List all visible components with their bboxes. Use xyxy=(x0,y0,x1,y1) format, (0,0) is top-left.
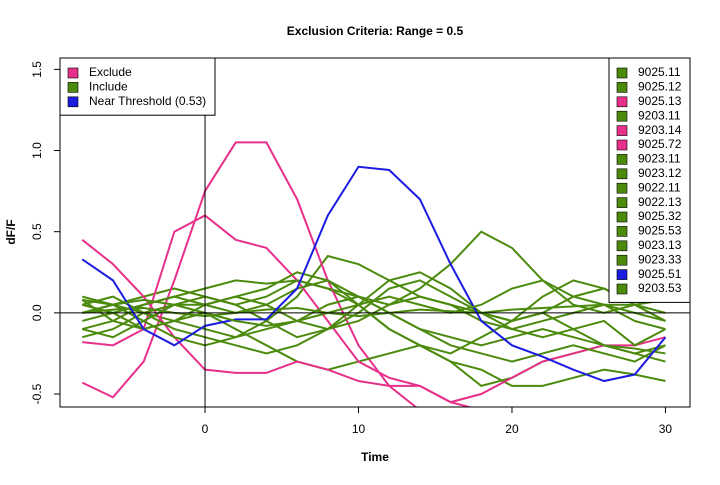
legend-swatch xyxy=(616,82,628,93)
legend-label: 9025.13 xyxy=(638,94,682,108)
legend-label: 9203.14 xyxy=(638,123,682,137)
legend-label: 9022.11 xyxy=(638,180,681,194)
y-tick-label: 1.5 xyxy=(30,61,44,78)
y-tick-label: 0.0 xyxy=(30,304,44,321)
legend-swatch xyxy=(616,125,628,136)
series-line xyxy=(81,279,666,363)
legend-swatch xyxy=(616,211,628,223)
x-axis-label: Time xyxy=(361,450,389,464)
legend-swatch xyxy=(67,67,79,79)
legend-swatch xyxy=(67,96,79,108)
legend-swatch xyxy=(616,67,628,79)
y-tick-label: 0.5 xyxy=(30,223,44,240)
series-line xyxy=(82,298,666,318)
legend-box xyxy=(59,57,216,116)
legend-swatch xyxy=(616,254,628,266)
y-tick-label: 1.0 xyxy=(30,142,44,159)
series-line xyxy=(81,165,667,383)
y-tick-label: -0.5 xyxy=(30,383,44,404)
plot-lines xyxy=(81,141,667,407)
chart-title: Exclusion Criteria: Range = 0.5 xyxy=(287,24,464,38)
legend-label: 9025.51 xyxy=(638,267,682,281)
legend-label: Near Threshold (0.53) xyxy=(89,94,206,108)
series-line xyxy=(81,271,666,363)
x-tick-label: 30 xyxy=(659,422,673,436)
legend-swatch xyxy=(616,240,628,252)
legend-label: Exclude xyxy=(89,65,132,79)
legend-label: 9203.53 xyxy=(638,281,682,295)
legend-label: 9023.13 xyxy=(638,238,682,252)
series-line xyxy=(82,271,666,355)
legend-label: 9025.32 xyxy=(638,209,682,223)
legend-label: 9022.13 xyxy=(638,195,682,209)
legend-swatch xyxy=(67,82,79,93)
legend-label: 9025.72 xyxy=(638,137,682,151)
series-line xyxy=(81,239,473,407)
series-line xyxy=(82,214,666,404)
legend-label: 9023.11 xyxy=(638,152,681,166)
y-axis-label: dF/F xyxy=(4,219,18,244)
legend-swatch xyxy=(616,96,628,108)
legend-label: 9203.11 xyxy=(638,108,681,122)
legend-swatch xyxy=(616,139,628,151)
legend-label: 9025.12 xyxy=(638,80,682,94)
series-line xyxy=(81,279,666,331)
legend-swatch xyxy=(616,269,628,280)
legend-swatch xyxy=(616,182,628,194)
x-tick-label: 10 xyxy=(352,422,366,436)
legend-swatch xyxy=(616,197,628,208)
legend-label: 9023.33 xyxy=(638,252,682,266)
legend-swatch xyxy=(616,168,628,180)
legend-label: 9025.11 xyxy=(638,65,681,79)
legend-swatch xyxy=(616,154,628,165)
legend-label: 9025.53 xyxy=(638,224,682,238)
legend-swatch xyxy=(616,110,628,122)
series-line xyxy=(81,254,666,339)
series-line xyxy=(81,299,666,387)
legend-label: 9023.12 xyxy=(638,166,682,180)
x-tick-label: 0 xyxy=(202,422,209,436)
series-line xyxy=(81,141,418,407)
legend-swatch xyxy=(616,226,628,237)
legend-swatch xyxy=(616,283,628,295)
x-tick-label: 20 xyxy=(505,422,519,436)
legend-label: Include xyxy=(89,80,128,94)
